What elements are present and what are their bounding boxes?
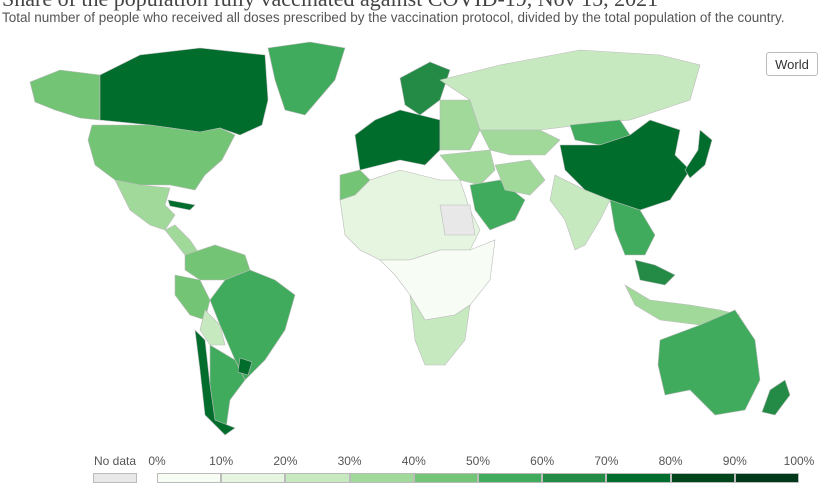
country-malaysia[interactable] xyxy=(634,259,676,286)
country-kazakhstan[interactable] xyxy=(479,129,561,156)
country-southern-africa[interactable] xyxy=(409,294,471,366)
legend-no-data-label: No data xyxy=(93,454,137,468)
country-new-zealand[interactable] xyxy=(761,379,791,416)
country-western-europe[interactable] xyxy=(354,109,441,171)
legend-tick-label: 90% xyxy=(722,454,747,468)
world-region-button[interactable]: World xyxy=(766,52,818,76)
legend-bin-0[interactable] xyxy=(157,473,222,483)
country-central-america[interactable] xyxy=(164,224,201,256)
legend-bin-6[interactable] xyxy=(542,473,607,483)
country-saudi-arabia[interactable] xyxy=(469,179,526,231)
legend-bin-1[interactable] xyxy=(221,473,286,483)
legend-no-data-swatch[interactable] xyxy=(93,473,137,483)
country-united-states[interactable] xyxy=(87,124,236,191)
chart-subtitle: Total number of people who received all … xyxy=(2,10,785,25)
legend-tick-label: 50% xyxy=(465,454,491,468)
legend-bin-7[interactable] xyxy=(606,473,671,483)
chart-title: Share of the population fully vaccinated… xyxy=(2,0,658,12)
country-alaska[interactable] xyxy=(29,69,101,121)
country-russia[interactable] xyxy=(439,49,701,131)
legend-tick-label: 70% xyxy=(594,454,619,468)
country-australia[interactable] xyxy=(657,309,761,416)
country-chile[interactable] xyxy=(194,329,236,436)
legend-tick-label: 30% xyxy=(337,454,362,468)
country-middle-east[interactable] xyxy=(439,149,496,186)
country-north-africa[interactable] xyxy=(339,169,481,261)
country-central-africa[interactable] xyxy=(379,239,496,321)
legend-tick-label: 0% xyxy=(148,454,166,468)
world-map xyxy=(29,41,791,436)
country-india[interactable] xyxy=(549,174,611,251)
country-southeast-asia[interactable] xyxy=(609,199,656,256)
legend: No data 0% 10% 20% 30% 40% 50% 60% 70% 80% 90% 100… xyxy=(0,452,822,483)
legend-tick-label: 60% xyxy=(530,454,555,468)
legend-bin-8[interactable] xyxy=(670,473,735,483)
legend-bin-4[interactable] xyxy=(413,473,478,483)
legend-bin-9[interactable] xyxy=(734,473,799,483)
country-morocco[interactable] xyxy=(339,169,371,201)
legend-tick-label: 10% xyxy=(209,454,234,468)
legend-tick-label: 100% xyxy=(783,454,815,468)
country-indonesia[interactable] xyxy=(624,284,741,326)
country-mexico[interactable] xyxy=(114,179,176,231)
country-bolivia[interactable] xyxy=(199,309,226,346)
country-japan[interactable] xyxy=(684,129,713,179)
country-sudan[interactable] xyxy=(439,204,476,236)
legend-tick-label: 20% xyxy=(273,454,298,468)
country-greenland[interactable] xyxy=(267,41,346,116)
legend-tick-label: 80% xyxy=(658,454,683,468)
country-cuba[interactable] xyxy=(167,199,196,211)
country-uruguay[interactable] xyxy=(237,357,253,376)
legend-bin-5[interactable] xyxy=(478,473,543,483)
legend-bin-2[interactable] xyxy=(285,473,350,483)
country-canada[interactable] xyxy=(99,47,269,136)
legend-bin-3[interactable] xyxy=(349,473,414,483)
country-iran[interactable] xyxy=(494,159,546,196)
country-brazil[interactable] xyxy=(209,269,296,381)
legend-tick-label: 40% xyxy=(401,454,426,468)
